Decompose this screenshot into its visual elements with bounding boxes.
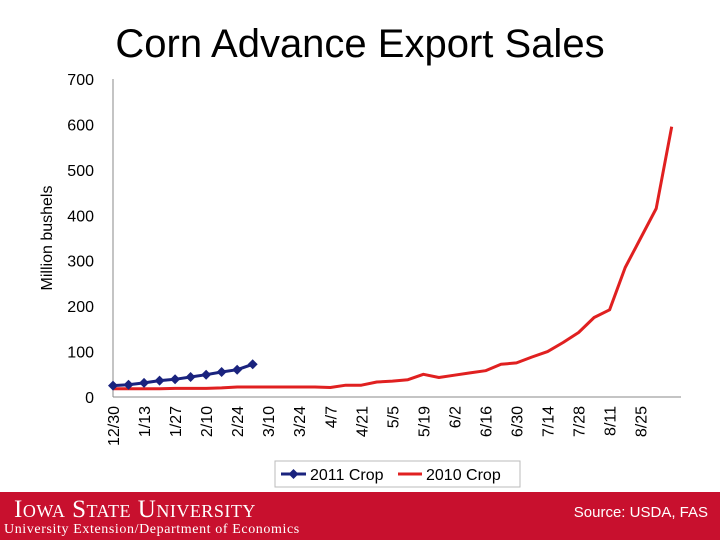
series-lines — [108, 126, 674, 391]
y-tick-label: 300 — [67, 254, 94, 271]
footer-bar: Iowa State University University Extensi… — [0, 492, 720, 540]
x-tick-label: 6/30 — [510, 406, 527, 437]
line-chart: Million bushels 0 100 200 300 400 500 600 700 1… — [39, 72, 681, 488]
x-tick-label: 8/25 — [634, 406, 651, 437]
x-tick-label: 8/11 — [603, 406, 620, 436]
data-point-2011-crop — [201, 369, 212, 380]
legend: 2011 Crop 2010 Crop — [274, 460, 521, 488]
y-axis-label-group: Million bushels — [39, 186, 56, 291]
data-point-2011-crop — [123, 379, 134, 390]
y-tick-label: 100 — [67, 345, 94, 362]
x-tick-label: 4/21 — [354, 406, 371, 437]
y-tick-label: 700 — [67, 72, 94, 89]
y-tick-labels: 0 100 200 300 400 500 600 700 — [67, 72, 94, 407]
y-tick-label: 400 — [67, 208, 94, 225]
department-text: University Extension/Department of Econo… — [4, 522, 300, 537]
y-tick-label: 200 — [67, 299, 94, 316]
legend-label-2011-crop: 2011 Crop — [310, 467, 384, 484]
x-tick-label: 3/10 — [261, 406, 278, 437]
data-point-2011-crop — [216, 367, 227, 378]
x-tick-label: 3/24 — [292, 406, 309, 437]
data-point-2011-crop — [247, 359, 258, 370]
y-axis-label: Million bushels — [39, 186, 56, 291]
series-line-2011-crop — [112, 362, 254, 388]
chart-title: Corn Advance Export Sales — [115, 22, 605, 66]
x-tick-label: 12/30 — [106, 406, 123, 446]
x-tick-labels: 12/30 1/13 1/27 2/10 2/24 3/10 3/24 4/7 4/21 5/5 5… — [106, 406, 651, 446]
source-text: Source: USDA, FAS — [573, 504, 708, 521]
x-tick-label: 1/27 — [168, 406, 185, 437]
x-tick-label: 7/28 — [572, 406, 589, 437]
series-line-2010-crop — [113, 126, 674, 391]
axes — [112, 79, 681, 398]
x-tick-label: 5/19 — [416, 406, 433, 437]
data-point-2011-crop — [232, 364, 243, 375]
x-tick-label: 7/14 — [541, 406, 558, 437]
data-point-2011-crop — [139, 377, 150, 388]
x-tick-label: 5/5 — [385, 406, 402, 428]
x-tick-label: 2/10 — [199, 406, 216, 437]
legend-marker-2011-crop — [288, 469, 299, 479]
legend-box — [274, 460, 521, 488]
data-point-2011-crop — [108, 380, 118, 391]
x-tick-label: 4/7 — [323, 406, 340, 428]
data-point-2011-crop — [185, 372, 196, 383]
y-tick-label: 600 — [67, 117, 94, 134]
data-point-2011-crop — [154, 375, 165, 386]
x-tick-label: 6/16 — [478, 406, 495, 437]
university-logo: Iowa State University — [14, 496, 256, 523]
x-tick-label: 6/2 — [447, 406, 464, 428]
y-tick-label: 500 — [67, 163, 94, 180]
data-point-2011-crop — [170, 374, 181, 385]
x-tick-label: 2/24 — [230, 406, 247, 437]
legend-label-2010-crop: 2010 Crop — [426, 467, 501, 484]
x-tick-label: 1/13 — [137, 406, 154, 437]
y-tick-label: 0 — [85, 390, 94, 407]
